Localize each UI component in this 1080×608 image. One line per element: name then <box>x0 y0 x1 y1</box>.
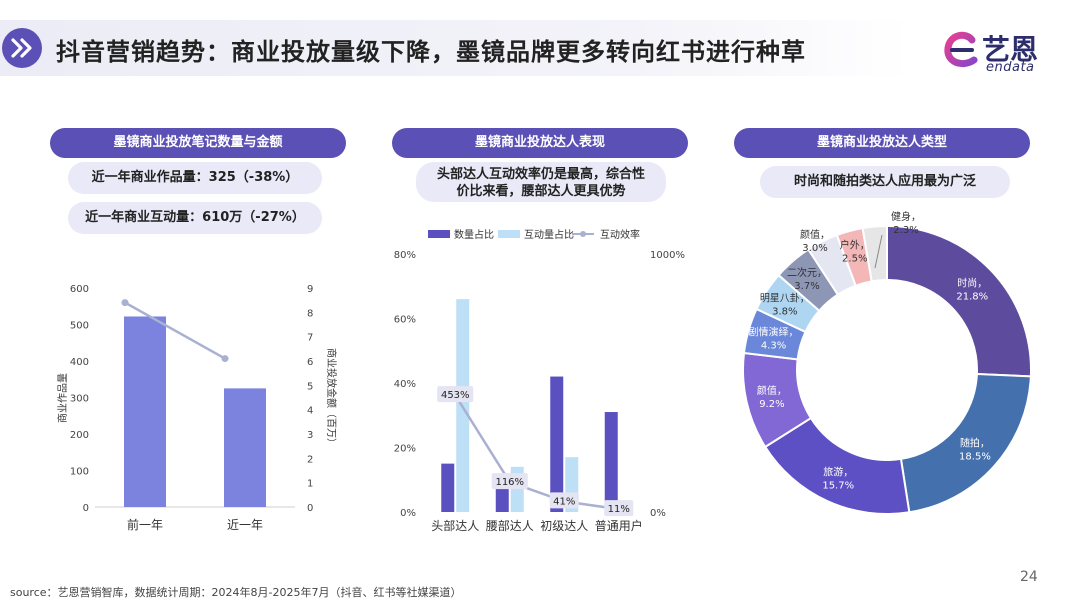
page-number: 24 <box>1020 569 1038 585</box>
x-tick-label: 前一年 <box>127 517 163 532</box>
x-tick-label: 近一年 <box>227 518 263 532</box>
bar-count-share <box>550 376 564 512</box>
slice-value-label: 18.5% <box>959 452 991 463</box>
x-tick-label: 初级达人 <box>540 519 588 533</box>
y-tick-label: 200 <box>70 430 89 441</box>
data-label: 453% <box>441 390 470 401</box>
slice-value-label: 3.8% <box>772 306 797 317</box>
y-tick-label: 80% <box>394 250 416 261</box>
slice-label: 二次元， <box>787 266 827 279</box>
data-label: 41% <box>553 496 575 507</box>
legend-swatch <box>428 230 450 238</box>
panel1-note-1: 近一年商业作品量：325（-38%） <box>68 162 322 194</box>
panel1-note-2: 近一年商业互动量：610万（-27%） <box>68 202 322 234</box>
y-right-tick-label: 0% <box>650 508 666 519</box>
slice-label: 健身， <box>891 210 921 223</box>
y-right-tick-label: 8 <box>307 308 313 319</box>
y-axis-label: 商业作品量 <box>56 373 69 423</box>
line-point <box>121 299 129 307</box>
header-bar <box>0 20 910 76</box>
slice-value-label: 9.2% <box>759 399 784 410</box>
panel1-title: 墨镜商业投放笔记数量与金额 <box>50 128 346 158</box>
slice-label: 颜值， <box>800 228 830 241</box>
panel3-note: 时尚和随拍类达人应用最为广泛 <box>760 166 1010 198</box>
y-right-tick-label: 5 <box>307 381 313 392</box>
series-line <box>454 394 619 511</box>
y-right-axis-label: 商业投放金额（百万） <box>325 348 338 448</box>
slice-value-label: 4.3% <box>761 341 786 352</box>
slice-value-label: 3.0% <box>802 243 827 254</box>
series-line <box>124 301 226 360</box>
y-tick-label: 0 <box>83 503 89 514</box>
bar <box>224 388 266 507</box>
y-tick-label: 100 <box>70 467 89 478</box>
y-tick-label: 0% <box>400 508 416 519</box>
panel2-note-line-2: 价比来看，腰部达人更具优势 <box>456 184 626 199</box>
y-right-tick-label: 4 <box>307 406 313 417</box>
chart-volume-amount: 0 100 200 300 400 500 600 0 1 2 3 4 5 6 7 8 9 前一年 近一年 商业作品量… <box>56 284 338 532</box>
page-title: 抖音营销趋势：商业投放量级下降，墨镜品牌更多转向红书进行种草 <box>56 38 806 66</box>
legend-label: 数量占比 <box>454 228 494 241</box>
bar-count-share <box>441 463 455 512</box>
slice-value-label: 15.7% <box>822 480 854 491</box>
y-right-tick-label: 1000% <box>650 250 685 261</box>
data-label-box <box>604 500 634 517</box>
y-tick-label: 300 <box>70 394 89 405</box>
panel2-title: 墨镜商业投放达人表现 <box>392 128 688 158</box>
data-label: 116% <box>495 477 524 488</box>
y-tick-label: 60% <box>394 315 416 326</box>
logo-text-en: endata <box>986 60 1035 75</box>
y-right-tick-label: 6 <box>307 357 313 368</box>
endata-logo: 艺恩 endata <box>942 28 1062 78</box>
leader-line <box>874 234 883 269</box>
y-right-tick-label: 7 <box>307 333 313 344</box>
panel2-note-line-1: 头部达人互动效率仍是最高，综合性 <box>436 167 645 182</box>
slice-label: 时尚， <box>957 276 987 289</box>
legend-label: 互动量占比 <box>524 228 574 241</box>
x-tick-label: 头部达人 <box>431 518 479 533</box>
pie-slice <box>886 224 1032 378</box>
legend-swatch <box>498 230 520 238</box>
slice-value-label: 2.3% <box>893 225 918 236</box>
y-right-tick-label: 1 <box>307 479 313 490</box>
slice-label: 明星八卦， <box>760 291 810 304</box>
slice-label: 剧情演绎， <box>749 326 799 339</box>
data-label-box <box>437 386 474 403</box>
y-tick-label: 40% <box>394 379 416 390</box>
y-right-tick-label: 3 <box>307 430 313 441</box>
panel2-note: 头部达人互动效率仍是最高，综合性 价比来看，腰部达人更具优势 <box>416 162 666 202</box>
slice-value-label: 21.8% <box>956 291 988 302</box>
footer-source: source：艺恩营销智库，数据统计周期：2024年8月-2025年7月（抖音、… <box>10 586 462 599</box>
data-label: 11% <box>608 504 630 515</box>
slice-label: 旅游， <box>823 465 853 478</box>
slice-label: 随拍， <box>960 437 990 450</box>
slice-label: 颜值， <box>757 384 787 397</box>
chart-kol-types: 时尚， 21.8% 随拍， 18.5% 旅游， 15.7% 颜值， 9.2% 剧情演绎， 4.3%… <box>742 210 1032 515</box>
y-right-tick-label: 2 <box>307 454 313 465</box>
bar <box>124 316 166 507</box>
y-tick-label: 600 <box>70 284 89 295</box>
y-right-tick-label: 9 <box>307 284 313 295</box>
line-point <box>221 355 229 363</box>
y-tick-label: 20% <box>394 444 416 455</box>
x-tick-label: 腰部达人 <box>486 518 534 533</box>
slice-value-label: 3.7% <box>794 281 819 292</box>
legend-line-point <box>580 231 586 237</box>
chart-kol-performance: 0% 20% 40% 60% 80% 0% 1000% 数量占比 互动量占比 互动效率 453% 11… <box>394 228 685 533</box>
bar-count-share <box>604 412 618 512</box>
slice-label: 户外， <box>840 238 870 251</box>
x-tick-label: 普通用户 <box>595 518 643 533</box>
y-tick-label: 400 <box>70 357 89 368</box>
double-chevron-icon <box>2 28 42 68</box>
data-label-box <box>549 492 579 509</box>
data-label-box <box>491 473 528 490</box>
logo-text-cn: 艺恩 <box>982 33 1039 66</box>
bar-count-share <box>495 486 509 512</box>
y-tick-label: 500 <box>70 321 89 332</box>
slice-value-label: 2.5% <box>842 253 867 264</box>
legend-label: 互动效率 <box>600 228 640 241</box>
panel3-title: 墨镜商业投放达人类型 <box>734 128 1030 158</box>
y-right-tick-label: 0 <box>307 503 313 514</box>
